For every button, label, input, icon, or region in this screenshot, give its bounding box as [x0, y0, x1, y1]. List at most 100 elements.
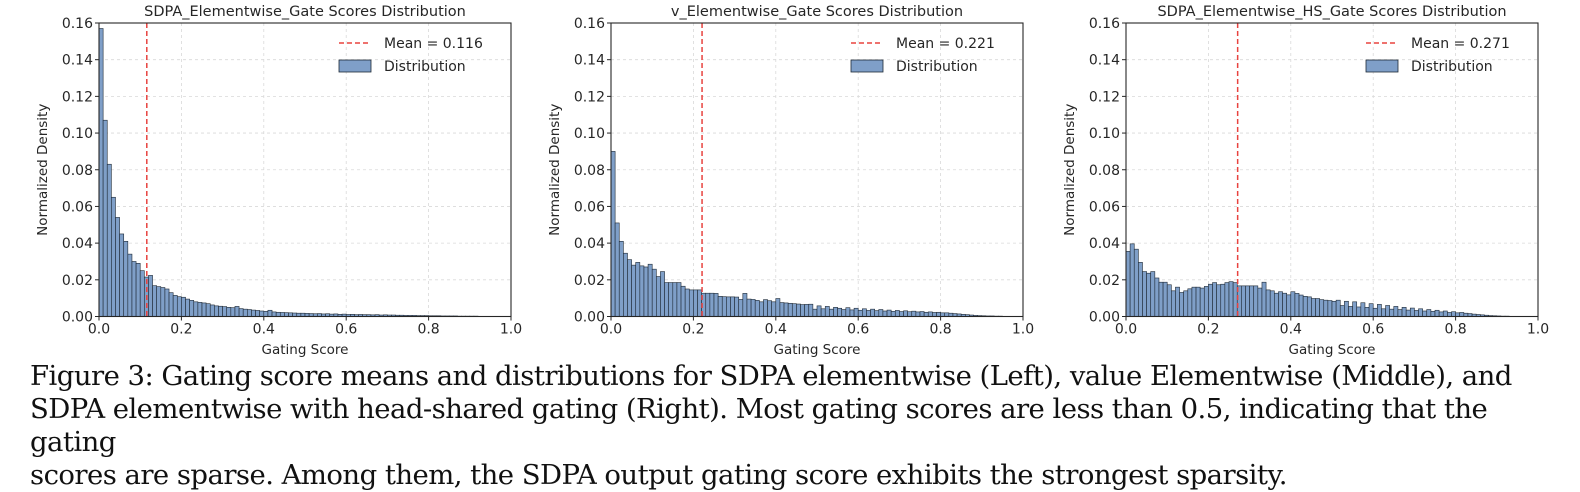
- histogram-bar: [1254, 286, 1258, 317]
- histogram-bar: [243, 309, 247, 316]
- x-tick-label: 0.6: [847, 322, 869, 338]
- histogram-bar: [908, 312, 912, 317]
- y-tick-label: 0.06: [62, 199, 93, 215]
- histogram-bar: [169, 293, 173, 317]
- histogram-bar: [1266, 290, 1270, 317]
- histogram-bar: [1398, 310, 1402, 317]
- histogram-bar: [153, 286, 157, 317]
- y-tick-label: 0.06: [574, 199, 605, 215]
- histogram-bar: [924, 312, 928, 316]
- x-tick-label: 0.8: [1444, 322, 1466, 338]
- histogram-bar: [763, 300, 767, 317]
- histogram-bar: [1278, 292, 1282, 317]
- histogram-bar: [916, 312, 920, 317]
- histogram-bar: [194, 302, 198, 317]
- y-tick-label: 0.00: [574, 310, 605, 326]
- y-tick-label: 0.16: [1089, 16, 1120, 32]
- histogram-bar: [755, 300, 759, 316]
- legend: [339, 43, 371, 72]
- histogram-bar: [1419, 309, 1423, 317]
- y-tick-label: 0.12: [1089, 89, 1120, 105]
- histogram-bar: [148, 275, 152, 316]
- histogram-bar: [829, 309, 833, 316]
- y-tick-label: 0.12: [574, 89, 605, 105]
- histogram-bar: [1451, 312, 1455, 317]
- histogram-bar: [1410, 308, 1414, 316]
- histogram-bar: [256, 310, 260, 316]
- histogram-bar: [838, 308, 842, 316]
- histogram-bar: [128, 254, 132, 316]
- histogram-bar: [1287, 295, 1291, 317]
- histogram-bar: [1295, 293, 1299, 316]
- histogram-bar: [693, 290, 697, 317]
- histogram-bar: [928, 312, 932, 317]
- histogram-bar: [1402, 307, 1406, 316]
- histogram-bar: [280, 312, 284, 316]
- histogram-bar: [656, 277, 660, 317]
- x-axis-label: Gating Score: [773, 342, 860, 358]
- histogram-bar: [120, 234, 124, 317]
- chart-title: SDPA_Elementwise_Gate Scores Distributio…: [144, 4, 466, 20]
- histogram-bar: [1241, 286, 1245, 317]
- legend-mean-label: Mean = 0.271: [1411, 36, 1510, 52]
- y-tick-label: 0.08: [62, 163, 93, 179]
- histogram-bar: [284, 313, 288, 317]
- histogram-bar: [289, 313, 293, 317]
- histogram-bar: [161, 288, 165, 317]
- histogram-bar: [936, 312, 940, 316]
- histogram-bar: [111, 197, 115, 316]
- histogram-bar: [1324, 300, 1328, 316]
- histogram-bar: [1184, 291, 1188, 317]
- histogram-bar: [251, 310, 255, 316]
- histogram-bar: [718, 296, 722, 316]
- histogram-bar: [895, 310, 899, 316]
- y-tick-label: 0.00: [1089, 310, 1120, 326]
- histogram-bar: [107, 164, 111, 316]
- histogram-bar: [1394, 306, 1398, 316]
- histogram-bar: [1406, 310, 1410, 316]
- histogram-bar: [1204, 286, 1208, 316]
- y-tick-label: 0.00: [62, 310, 93, 326]
- legend-mean-label: Mean = 0.116: [384, 36, 483, 52]
- histogram-bar: [190, 300, 194, 316]
- histogram-bar: [1147, 273, 1151, 316]
- histogram-bar: [239, 309, 243, 317]
- histogram-bar: [879, 310, 883, 317]
- histogram-bar: [140, 271, 144, 317]
- x-tick-label: 0.4: [765, 322, 787, 338]
- histogram-bar: [842, 310, 846, 317]
- histogram-bar: [648, 264, 652, 316]
- histogram-bar: [652, 269, 656, 316]
- histogram-bar: [677, 283, 681, 317]
- histogram-bar: [739, 299, 743, 316]
- histogram-bar: [1320, 300, 1324, 317]
- histogram-bar: [640, 266, 644, 317]
- histogram-bar: [784, 303, 788, 317]
- histogram-bar: [165, 289, 169, 317]
- histogram-bar: [611, 151, 615, 316]
- histogram-bar: [1175, 287, 1179, 316]
- histogram-bar: [644, 267, 648, 317]
- histogram-bar: [1369, 304, 1373, 317]
- histogram-bar: [866, 310, 870, 316]
- figure-caption: Figure 3: Gating score means and distrib…: [30, 360, 1560, 492]
- histogram-bar: [1262, 282, 1266, 316]
- histogram-bar: [157, 287, 161, 317]
- histogram-bar: [669, 283, 673, 317]
- histogram-bar: [1200, 288, 1204, 316]
- caption-line: Figure 3: Gating score means and distrib…: [30, 360, 1560, 393]
- histogram-bar: [871, 309, 875, 316]
- legend-distribution-label: Distribution: [384, 59, 466, 75]
- histogram-bar: [173, 295, 177, 316]
- x-tick-label: 1.0: [500, 322, 522, 338]
- histogram-bar: [264, 311, 268, 316]
- chart-title: SDPA_Elementwise_HS_Gate Scores Distribu…: [1157, 4, 1506, 20]
- histogram-bar: [768, 301, 772, 317]
- histogram-bar: [1208, 284, 1212, 316]
- histogram-bar: [904, 311, 908, 317]
- legend-distribution-swatch: [1366, 60, 1398, 72]
- histogram-bar: [1427, 310, 1431, 317]
- histogram-bar: [1303, 296, 1307, 316]
- histogram-bar: [1353, 302, 1357, 317]
- histogram-bar: [1307, 297, 1311, 317]
